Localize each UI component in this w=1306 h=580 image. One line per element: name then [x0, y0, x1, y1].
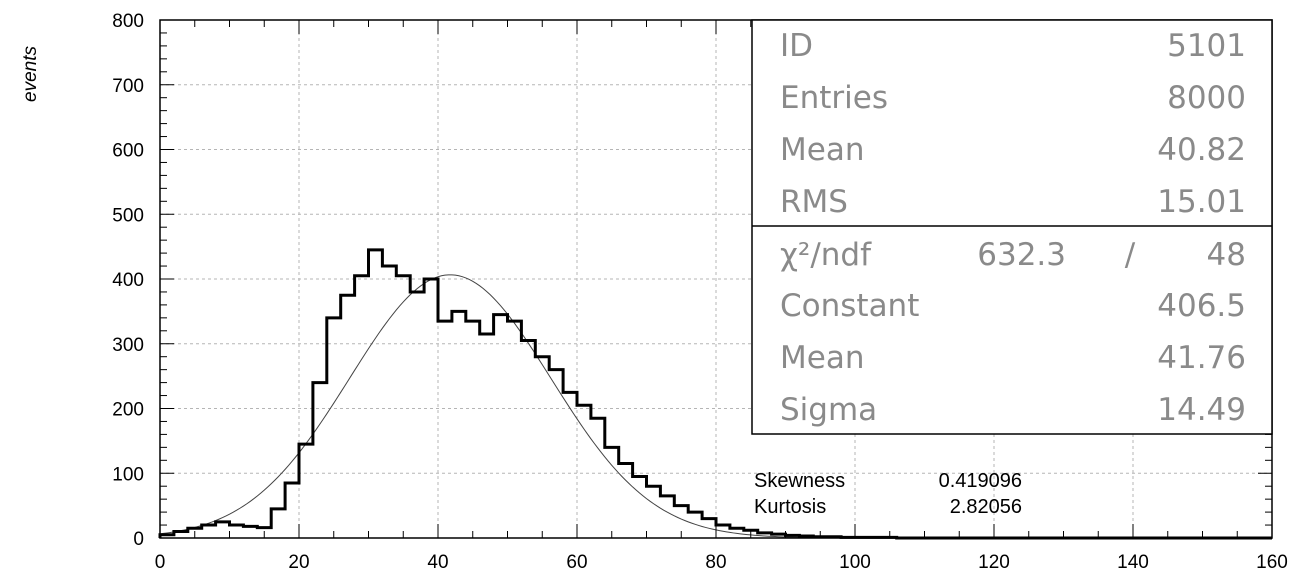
- fit-param-label: Mean: [780, 340, 864, 376]
- y-tick-label: 600: [112, 141, 144, 162]
- fit-param-label: Sigma: [780, 392, 877, 428]
- y-tick-label: 700: [112, 76, 144, 97]
- y-tick-label: 100: [112, 464, 144, 485]
- fit-param-value: 48: [1207, 237, 1246, 273]
- stats-label: Entries: [780, 80, 888, 116]
- y-tick-label: 400: [112, 270, 144, 291]
- x-tick-label: 140: [1117, 552, 1149, 573]
- x-axis-ticks: 0 20 40 60 80 100 120 140 160: [155, 20, 1288, 573]
- x-tick-label: 80: [705, 552, 726, 573]
- stats-box: ID 5101 Entries 8000 Mean 40.82 RMS 15.01 χ²/ndf…: [751, 19, 1273, 435]
- annotation-label: Kurtosis: [754, 496, 826, 518]
- x-tick-label: 100: [839, 552, 871, 573]
- y-tick-label: 800: [112, 11, 144, 32]
- stats-label: ID: [780, 28, 813, 64]
- fit-param-value: 41.76: [1157, 340, 1246, 376]
- fit-param-separator: /: [1125, 237, 1136, 273]
- x-tick-label: 40: [427, 552, 448, 573]
- x-tick-label: 60: [566, 552, 587, 573]
- fit-param-value: 632.3: [977, 237, 1066, 273]
- moments-annotation: Skewness 0.419096 Kurtosis 2.82056: [754, 470, 1022, 518]
- stats-value: 8000: [1167, 80, 1246, 116]
- stats-label: RMS: [780, 184, 848, 220]
- stats-label: Mean: [780, 132, 864, 168]
- stats-box-frame: [751, 19, 1273, 435]
- x-tick-label: 0: [155, 552, 166, 573]
- x-tick-label: 120: [978, 552, 1010, 573]
- y-axis-label: events: [20, 46, 41, 102]
- stats-value: 5101: [1167, 28, 1246, 64]
- stats-value: 40.82: [1157, 132, 1246, 168]
- x-tick-label: 160: [1256, 552, 1288, 573]
- y-tick-label: 300: [112, 335, 144, 356]
- y-tick-label: 200: [112, 400, 144, 421]
- annotation-value: 2.82056: [950, 496, 1022, 518]
- y-tick-label: 500: [112, 205, 144, 226]
- fit-param-label: Constant: [780, 288, 919, 324]
- fit-param-value: 406.5: [1157, 288, 1246, 324]
- y-tick-label: 0: [133, 529, 144, 550]
- fit-param-value: 14.49: [1157, 392, 1246, 428]
- stats-value: 15.01: [1157, 184, 1246, 220]
- annotation-label: Skewness: [754, 470, 845, 492]
- fit-param-label: χ²/ndf: [780, 237, 872, 273]
- annotation-value: 0.419096: [939, 470, 1022, 492]
- x-tick-label: 20: [288, 552, 309, 573]
